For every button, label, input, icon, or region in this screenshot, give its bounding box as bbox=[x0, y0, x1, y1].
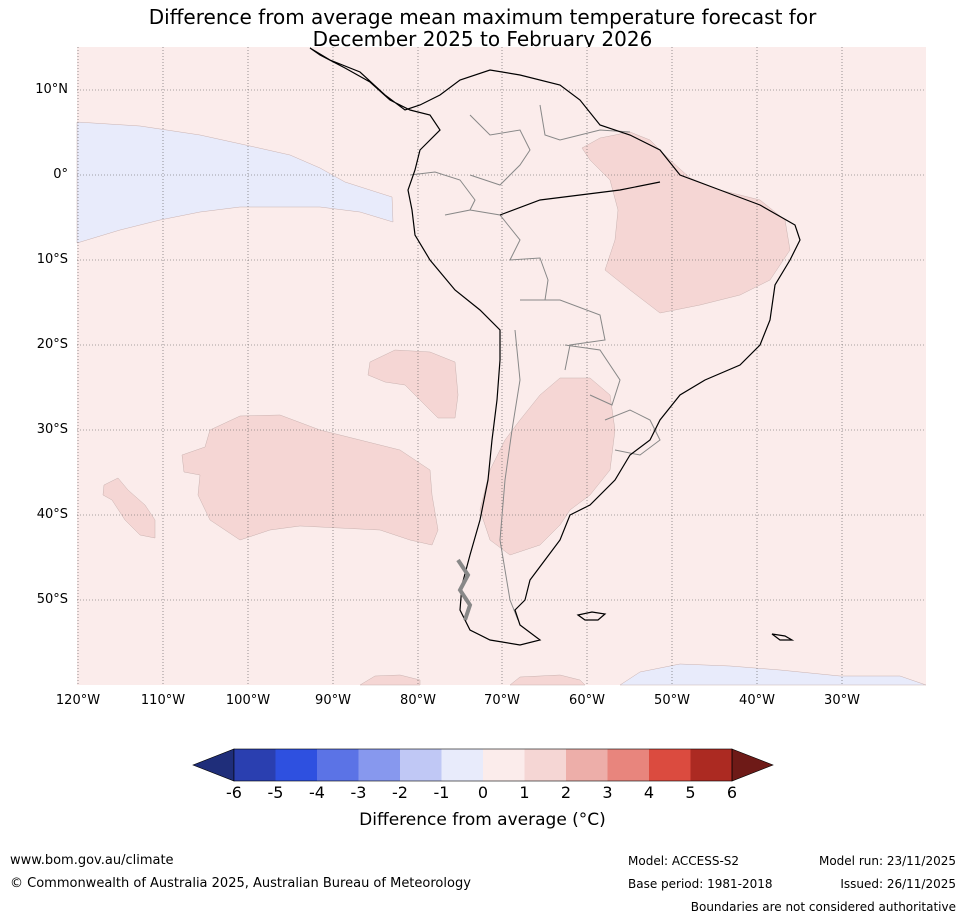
lon-label-70w: 70°W bbox=[484, 693, 520, 708]
negative-anomaly-region-pacific bbox=[76, 121, 394, 244]
lat-label-50s: 50°S bbox=[36, 592, 68, 607]
colorbar-segment-5-6 bbox=[690, 749, 732, 781]
lat-label-40s: 40°S bbox=[36, 507, 68, 522]
colorbar-segment-1-2 bbox=[524, 749, 566, 781]
lat-label-30s: 30°S bbox=[36, 422, 68, 437]
lon-label-50w: 50°W bbox=[654, 693, 690, 708]
lon-label-110w: 110°W bbox=[140, 693, 186, 708]
footer-issued: Issued: 26/11/2025 bbox=[840, 877, 956, 891]
colorbar-outline bbox=[233, 748, 733, 782]
colorbar-segment-m2-m1 bbox=[400, 749, 442, 781]
warm-anomaly-region-pacific-north bbox=[367, 349, 459, 419]
map-title-line-2: December 2025 to February 2026 bbox=[312, 27, 653, 51]
chile-fjord-islands bbox=[456, 558, 473, 621]
colorbar-segment-m3-m2 bbox=[358, 749, 400, 781]
negative-anomaly-region-south-atlantic bbox=[619, 663, 927, 686]
colorbar-segment-4-5 bbox=[649, 749, 691, 781]
lat-label-0: 0° bbox=[53, 167, 68, 182]
gridlines bbox=[77, 47, 926, 685]
colorbar bbox=[192, 748, 774, 782]
colorbar-tick-m5: -5 bbox=[267, 783, 284, 802]
colorbar-segment-0-1 bbox=[483, 749, 525, 781]
footer-copyright: © Commonwealth of Australia 2025, Austra… bbox=[10, 876, 471, 891]
south-america-coastline bbox=[309, 47, 801, 646]
colorbar-segment-m4-m3 bbox=[317, 749, 359, 781]
lon-label-100w: 100°W bbox=[225, 693, 271, 708]
colorbar-segment-m5-m4 bbox=[275, 749, 317, 781]
colorbar-tick-m2: -2 bbox=[392, 783, 408, 802]
colorbar-tick-1: 1 bbox=[519, 783, 530, 802]
lon-label-40w: 40°W bbox=[739, 693, 775, 708]
warm-anomaly-region-far-south bbox=[359, 674, 421, 686]
footer-model: Model: ACCESS-S2 bbox=[628, 854, 740, 868]
lon-label-80w: 80°W bbox=[400, 693, 436, 708]
colorbar-segment-3-4 bbox=[607, 749, 649, 781]
lat-label-20s: 20°S bbox=[36, 337, 68, 352]
warm-anomaly-region-pacific-south bbox=[181, 414, 439, 546]
border-chile-argentina bbox=[499, 329, 521, 621]
warm-anomaly-region-argentina bbox=[479, 377, 616, 556]
colorbar-tick-m3: -3 bbox=[350, 783, 367, 802]
colorbar-min-arrow bbox=[192, 748, 235, 782]
border-guianas bbox=[539, 104, 631, 141]
border-bolivia bbox=[520, 299, 606, 371]
lat-label-10s: 10°S bbox=[36, 252, 68, 267]
lat-label-10n: 10°N bbox=[35, 82, 68, 97]
warm-anomaly-region-brazil bbox=[581, 131, 791, 314]
colorbar-tick-4: 4 bbox=[643, 783, 655, 802]
footer-base-period: Base period: 1981-2018 bbox=[628, 877, 773, 891]
colorbar-label: Difference from average (°C) bbox=[359, 810, 606, 830]
colorbar-tick-3: 3 bbox=[602, 783, 613, 802]
lon-label-90w: 90°W bbox=[315, 693, 351, 708]
country-borders bbox=[409, 104, 661, 621]
falkland-islands bbox=[576, 611, 607, 621]
lon-label-60w: 60°W bbox=[569, 693, 605, 708]
colorbar-tick-m4: -4 bbox=[309, 783, 325, 802]
colorbar-tick-2: 2 bbox=[560, 783, 572, 802]
colorbar-tick-0: 0 bbox=[477, 783, 489, 802]
colorbar-segment-m1-0 bbox=[441, 749, 483, 781]
colorbar-tick-m6: -6 bbox=[226, 783, 242, 802]
colorbar-segment-m6-m5 bbox=[234, 749, 276, 781]
footer-website: www.bom.gov.au/climate bbox=[10, 853, 174, 868]
map-title-line-1: Difference from average mean maximum tem… bbox=[148, 5, 817, 29]
footer-disclaimer: Boundaries are not considered authoritat… bbox=[690, 900, 956, 914]
warm-anomaly-region-far-south-2 bbox=[509, 674, 586, 686]
amazon-river bbox=[499, 181, 661, 216]
forecast-map bbox=[76, 47, 927, 686]
footer-model-run: Model run: 23/11/2025 bbox=[818, 854, 956, 868]
border-ecuador bbox=[409, 171, 476, 216]
lon-label-120w: 120°W bbox=[55, 693, 101, 708]
colorbar-tick-5: 5 bbox=[685, 783, 696, 802]
border-colombia-venezuela bbox=[469, 114, 531, 186]
colorbar-max-arrow bbox=[731, 748, 774, 782]
warm-anomaly-region-pacific-west bbox=[102, 477, 156, 539]
lon-label-30w: 30°W bbox=[824, 693, 860, 708]
border-paraguay bbox=[564, 344, 621, 406]
colorbar-segment-2-3 bbox=[566, 749, 608, 781]
colorbar-tick-m1: -1 bbox=[433, 783, 450, 802]
colorbar-tick-6: 6 bbox=[726, 783, 738, 802]
south-georgia bbox=[771, 633, 795, 641]
